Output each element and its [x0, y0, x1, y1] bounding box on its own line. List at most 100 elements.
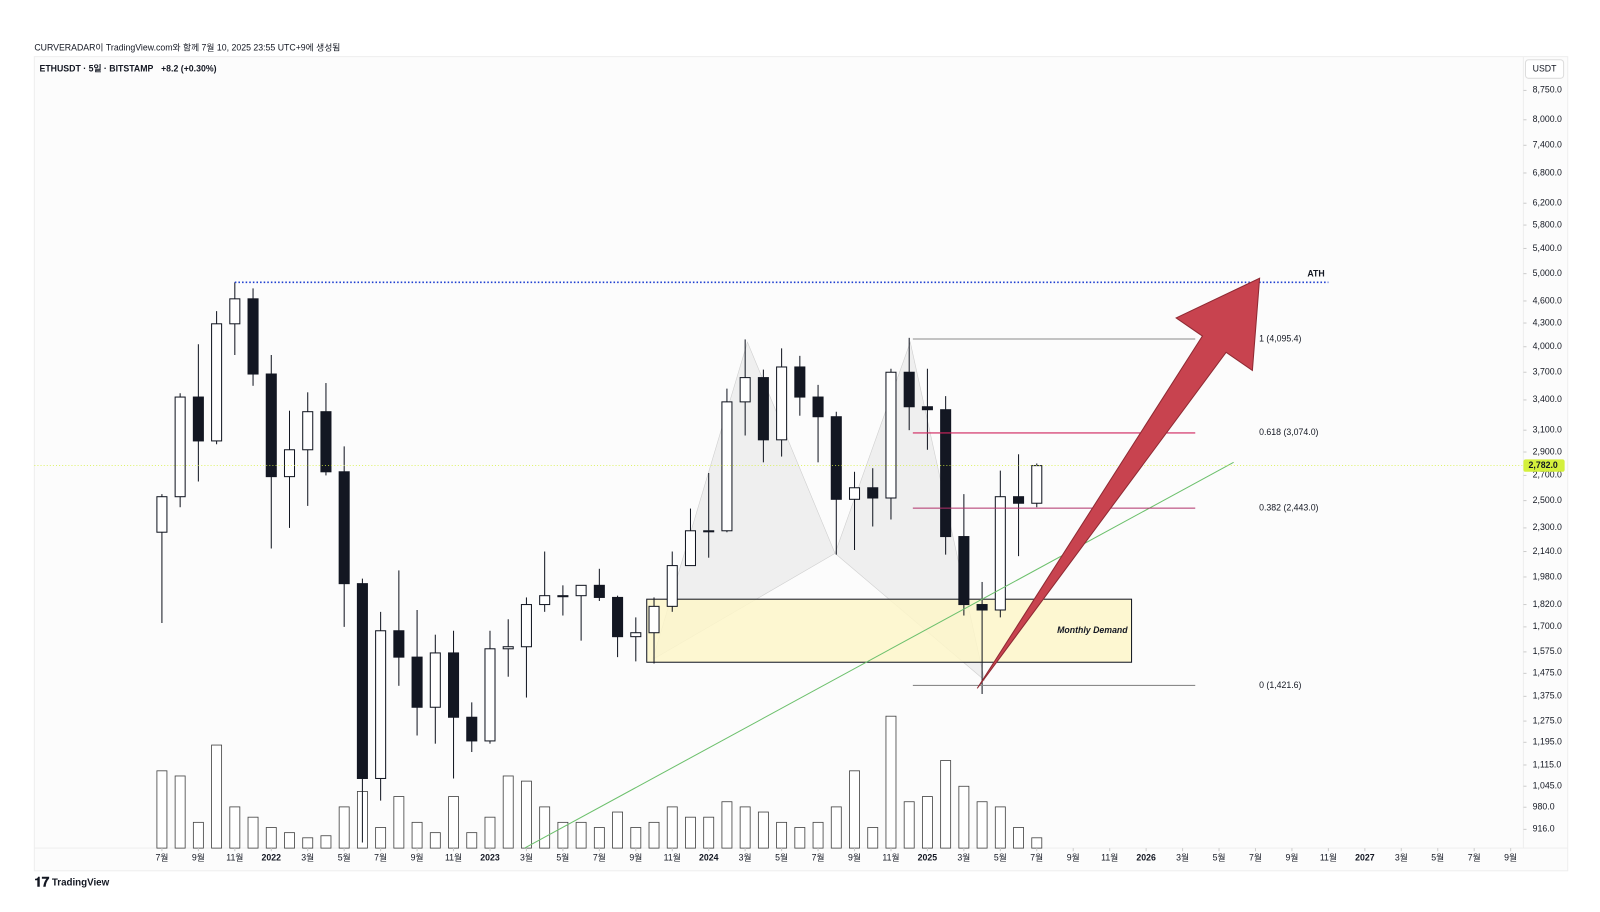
candle-body	[356, 583, 368, 779]
x-tick-label: 2022	[262, 853, 282, 863]
x-tick-label: 9월	[848, 852, 861, 863]
volume-bar	[265, 827, 277, 849]
volume-bar	[593, 827, 605, 849]
y-tick-label: 4,000.0	[1533, 341, 1562, 351]
volume-bar	[867, 827, 879, 849]
volume-bar	[812, 821, 824, 849]
y-tick-label: 1,115.0	[1533, 759, 1562, 769]
x-tick-label: 5월	[994, 852, 1007, 863]
candle-body	[739, 377, 751, 403]
x-tick-label: 2024	[699, 853, 719, 863]
x-tick-label: 9월	[1285, 852, 1298, 863]
volume-bar	[630, 827, 642, 849]
x-tick-label: 7월	[155, 852, 168, 863]
x-tick-label: 5월	[1213, 852, 1226, 863]
y-tick-label: 2,300.0	[1533, 522, 1562, 532]
candle-body	[684, 530, 697, 567]
volume-bar	[903, 801, 915, 849]
y-tick-label: 2,140.0	[1533, 546, 1562, 556]
y-tick-label: 3,100.0	[1533, 424, 1562, 434]
candle-body	[156, 496, 168, 533]
x-tick-label: 2025	[918, 853, 938, 863]
y-tick-label: 2,500.0	[1533, 495, 1562, 505]
volume-bar	[830, 806, 842, 849]
volume-bar	[666, 806, 678, 849]
y-tick-label: 5,400.0	[1533, 243, 1562, 253]
candle-body	[666, 565, 678, 607]
volume-bar	[721, 801, 733, 849]
volume-bar	[448, 796, 459, 849]
volume-bar	[921, 796, 933, 849]
candle-body	[557, 595, 569, 598]
y-tick-label: 5,000.0	[1533, 268, 1562, 278]
currency-box[interactable]	[1524, 59, 1565, 79]
x-tick-label: 7월	[1030, 852, 1043, 863]
fib-label: 0.382 (2,443.0)	[1259, 502, 1318, 512]
candle-body	[1013, 496, 1025, 504]
candle-body	[302, 411, 314, 451]
candle-body	[174, 396, 186, 498]
last-price-label: 2,782.0	[1529, 460, 1558, 470]
candle-body	[885, 371, 897, 499]
target-arrow	[976, 277, 1261, 689]
candle-body	[976, 604, 988, 611]
volume-bar	[539, 806, 551, 849]
fib-label: 1 (4,095.4)	[1259, 333, 1301, 343]
y-tick-label: 1,575.0	[1533, 646, 1562, 656]
volume-bar	[612, 811, 623, 849]
y-tick-label: 2,900.0	[1533, 446, 1562, 456]
volume-bar	[976, 801, 988, 849]
x-tick-label: 5월	[338, 852, 351, 863]
volume-bar	[338, 806, 350, 849]
candle-body	[812, 396, 824, 418]
volume-bar	[557, 821, 569, 849]
x-tick-label: 7월	[1468, 852, 1481, 863]
y-tick-label: 1,275.0	[1533, 715, 1562, 725]
fib-label: 0.618 (3,074.0)	[1259, 427, 1318, 437]
y-tick-label: 5,800.0	[1533, 219, 1562, 229]
volume-bar	[994, 806, 1006, 849]
volume-bar	[703, 816, 715, 849]
candle-body	[1031, 465, 1043, 504]
volume-bar	[302, 837, 314, 849]
volume-bar	[575, 821, 587, 849]
volume-bar	[958, 785, 970, 849]
x-tick-label: 7월	[593, 852, 606, 863]
candle-body	[958, 536, 970, 606]
y-tick-label: 8,000.0	[1533, 114, 1562, 124]
candle-body	[776, 366, 788, 441]
volume-bar	[393, 796, 405, 849]
candle-body	[320, 411, 332, 473]
candle-body	[848, 487, 861, 500]
candle-body	[520, 604, 532, 648]
candle-body	[648, 605, 660, 634]
volume-bar	[1013, 827, 1024, 849]
candle-body	[539, 595, 551, 606]
x-tick-label: 11월	[226, 852, 243, 863]
candle-body	[265, 373, 277, 478]
volume-bar	[739, 806, 751, 849]
demand-zone-label: Monthly Demand	[1057, 625, 1128, 635]
y-tick-label: 4,600.0	[1533, 295, 1562, 305]
chart-panel	[33, 56, 1569, 872]
candle-body	[429, 652, 441, 708]
x-tick-label: 9월	[1067, 852, 1080, 863]
y-tick-label: 6,800.0	[1533, 167, 1562, 177]
volume-bar	[685, 816, 696, 849]
volume-bar	[320, 835, 332, 849]
candle-body	[903, 371, 915, 408]
x-tick-label: 2023	[480, 853, 500, 863]
volume-bar	[411, 821, 423, 849]
x-tick-label: 11월	[1101, 852, 1118, 863]
x-tick-label: 3월	[957, 852, 970, 863]
volume-bar	[429, 832, 441, 849]
volume-bar	[885, 715, 897, 849]
volume-bar	[174, 775, 186, 849]
candle-body	[921, 406, 933, 411]
x-tick-label: 7월	[812, 852, 825, 863]
candle-body	[794, 366, 806, 398]
y-tick-label: 6,200.0	[1533, 198, 1562, 208]
trendline	[524, 461, 1234, 849]
x-tick-label: 11월	[445, 852, 462, 863]
